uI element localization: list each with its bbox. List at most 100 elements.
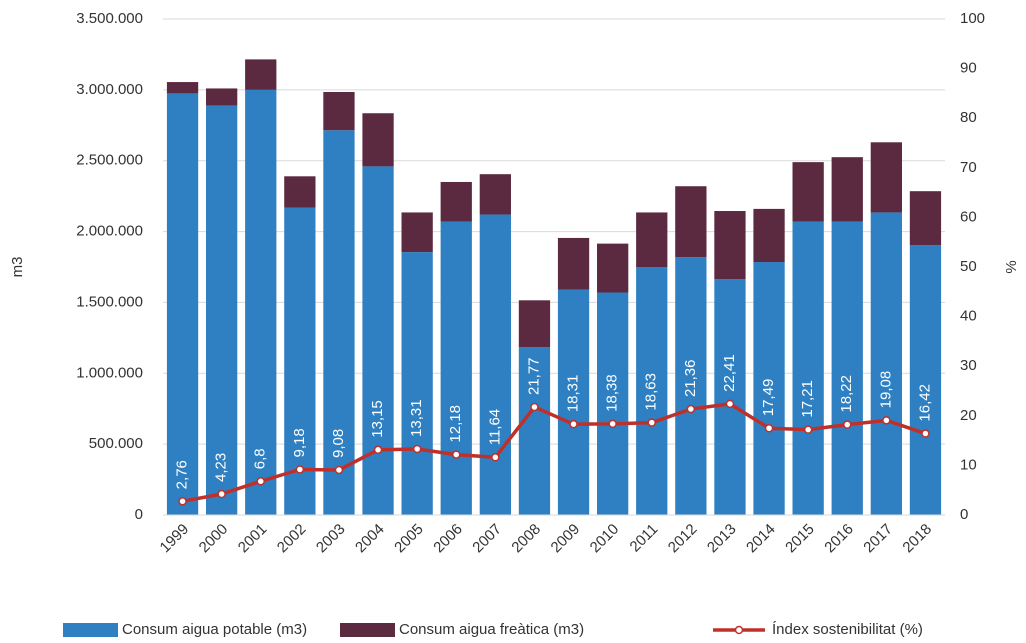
y2-tick-label: 100 — [960, 10, 985, 27]
bar-segment — [323, 130, 355, 515]
x-tick-label: 2004 — [352, 521, 388, 557]
bar-segment — [792, 162, 824, 222]
legend-label: Consum aigua freàtica (m3) — [399, 621, 584, 638]
x-tick-label: 2000 — [196, 521, 232, 557]
bar-segment — [245, 59, 277, 90]
bar-segment — [675, 257, 707, 515]
bar-segment — [636, 267, 668, 515]
data-label: 21,77 — [525, 357, 542, 395]
line-marker — [803, 425, 813, 434]
bar-segment — [362, 166, 394, 515]
bar-segment — [792, 221, 824, 515]
line-marker — [686, 404, 696, 414]
bar-segment — [401, 252, 433, 515]
data-label: 18,31 — [565, 375, 582, 413]
bar-segment — [479, 214, 511, 515]
legend-marker — [734, 625, 744, 635]
bar-segment — [557, 237, 590, 290]
y2-tick-label: 60 — [960, 208, 977, 225]
line-marker — [217, 489, 226, 499]
x-tick-label: 1999 — [157, 521, 193, 557]
y2-tick-label: 30 — [960, 357, 977, 374]
x-tick-label: 2017 — [860, 521, 896, 557]
y2-tick-label: 10 — [960, 456, 977, 473]
line-marker — [608, 419, 617, 429]
x-tick-label: 2007 — [469, 521, 505, 557]
bar-segment — [440, 181, 472, 222]
bar-segment — [714, 211, 746, 280]
data-label: 18,38 — [604, 374, 621, 412]
bar-segment — [636, 212, 668, 267]
line-marker — [452, 450, 461, 459]
line-marker — [725, 399, 735, 409]
y2-tick-label: 20 — [960, 407, 977, 424]
data-label: 13,31 — [408, 399, 425, 437]
y2-axis-label: % — [1003, 260, 1020, 273]
data-label: 19,08 — [877, 371, 894, 409]
legend-swatch — [63, 623, 118, 637]
bar-segment — [206, 105, 238, 516]
y2-tick-label: 40 — [960, 308, 977, 325]
y-tick-label: 2.000.000 — [76, 223, 143, 240]
line-marker — [843, 420, 852, 429]
bar-segment — [323, 91, 355, 131]
y2-tick-label: 80 — [960, 109, 977, 126]
x-tick-label: 2002 — [274, 521, 310, 557]
legend-label: Consum aigua potable (m3) — [122, 621, 307, 638]
y-tick-label: 3.500.000 — [76, 10, 143, 27]
bar-segment — [245, 89, 277, 515]
y2-tick-label: 0 — [960, 506, 968, 523]
bar-segment — [870, 212, 902, 515]
data-label: 17,21 — [799, 380, 816, 418]
line-marker — [178, 497, 187, 506]
y2-tick-label: 50 — [960, 258, 977, 275]
x-tick-label: 2015 — [782, 521, 818, 557]
line-marker — [295, 465, 305, 474]
line-marker — [530, 402, 539, 412]
line-marker — [373, 445, 383, 455]
y-tick-label: 1.500.000 — [76, 293, 143, 310]
data-label: 6,8 — [252, 448, 269, 469]
x-tick-label: 2011 — [627, 521, 662, 556]
line-marker — [334, 465, 344, 475]
x-tick-label: 2005 — [391, 521, 427, 557]
legend-swatch — [340, 623, 395, 637]
bar-segment — [518, 347, 551, 515]
bar-segment — [401, 212, 433, 253]
data-label: 18,22 — [838, 375, 855, 413]
bar-segment — [831, 221, 863, 515]
data-label: 13,15 — [369, 400, 386, 438]
y-tick-label: 500.000 — [89, 435, 143, 452]
x-tick-label: 2003 — [313, 521, 349, 557]
bar-segment — [909, 245, 942, 515]
data-label: 22,41 — [721, 354, 738, 392]
x-tick-label: 2009 — [548, 521, 584, 557]
line-marker — [882, 416, 891, 425]
line-marker — [921, 429, 930, 438]
bar-segment — [597, 292, 629, 515]
line-marker — [764, 423, 774, 433]
y-tick-label: 1.000.000 — [76, 364, 143, 381]
bar-segment — [714, 279, 746, 515]
data-label: 18,63 — [643, 373, 660, 411]
bar-segment — [284, 176, 316, 208]
bar-segment — [166, 82, 199, 94]
bar-segment — [166, 93, 199, 516]
bar-segment — [753, 262, 785, 515]
line-marker — [569, 419, 578, 429]
bar-segment — [675, 186, 707, 258]
y-tick-label: 0 — [135, 506, 143, 523]
line-marker — [647, 418, 656, 427]
line — [182, 402, 927, 504]
y-tick-label: 3.000.000 — [76, 81, 143, 98]
x-tick-label: 2016 — [821, 521, 857, 557]
bar-segment — [597, 243, 629, 293]
bar-segment — [518, 300, 551, 348]
data-label: 21,36 — [682, 360, 699, 398]
data-label: 9,08 — [330, 429, 347, 458]
data-label: 11,64 — [486, 409, 503, 445]
x-tick-label: 2018 — [899, 521, 935, 557]
x-tick-label: 2010 — [587, 521, 623, 557]
data-label: 12,18 — [447, 405, 464, 443]
